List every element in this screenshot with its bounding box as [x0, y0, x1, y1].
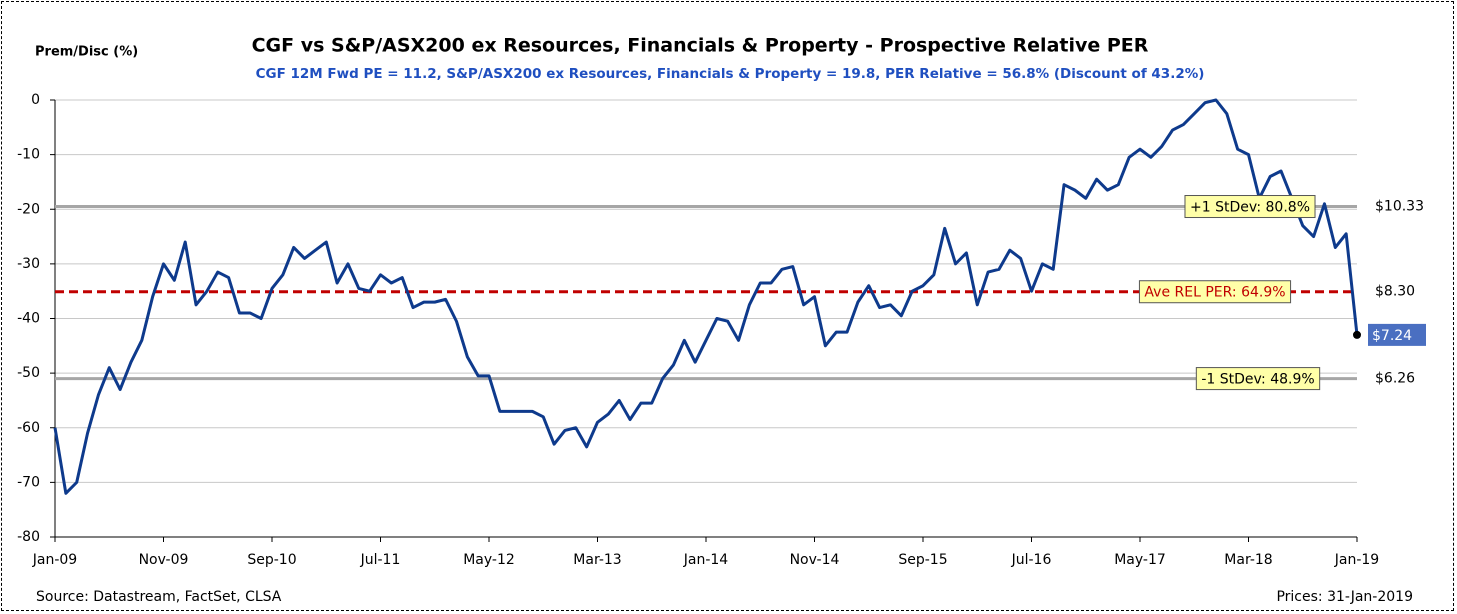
chart-title: CGF vs S&P/ASX200 ex Resources, Financia…	[252, 35, 1149, 57]
end-point	[1353, 330, 1361, 339]
end-label: $7.24	[1372, 328, 1412, 344]
y-axis-label: Prem/Disc (%)	[35, 45, 138, 60]
y-tick-label: -10	[17, 147, 40, 163]
y-tick-label: -60	[17, 420, 40, 436]
reference-label-box	[1138, 280, 1292, 304]
y-tick-label: -20	[17, 201, 40, 217]
x-tick-label: Jan-14	[683, 552, 729, 568]
x-tick-label: Jan-09	[32, 552, 77, 568]
source: Source: Datastream, FactSet, CLSA	[36, 589, 282, 605]
y-tick-label: -50	[17, 365, 40, 381]
y-tick-label: -70	[17, 474, 40, 490]
reference-label: -1 StDev: 48.9%	[1201, 372, 1314, 388]
y-tick-label: -30	[17, 256, 40, 272]
x-tick-label: Nov-14	[790, 552, 840, 568]
x-tick-label: May-17	[1114, 552, 1166, 568]
prices-note: Prices: 31-Jan-2019	[1276, 589, 1413, 605]
end-label-box	[1368, 323, 1426, 346]
x-tick-label: Jul-16	[1011, 552, 1052, 568]
x-tick-label: Jan-19	[1334, 552, 1379, 568]
x-tick-label: Mar-13	[573, 552, 621, 568]
reference-label: +1 StDev: 80.8%	[1190, 200, 1310, 216]
reference-price: $6.26	[1375, 371, 1415, 387]
reference-label: Ave REL PER: 64.9%	[1144, 285, 1285, 301]
x-tick-label: Mar-18	[1224, 552, 1272, 568]
y-tick-label: -40	[17, 311, 40, 327]
chart-subtitle: CGF 12M Fwd PE = 11.2, S&P/ASX200 ex Res…	[255, 66, 1205, 82]
reference-price: $8.30	[1375, 284, 1415, 300]
reference-label-box	[1184, 195, 1316, 219]
x-tick-label: May-12	[463, 552, 515, 568]
y-tick-label: -80	[17, 529, 40, 545]
series-line	[53, 98, 1359, 495]
x-tick-label: Sep-15	[898, 552, 947, 568]
reference-price: $10.33	[1375, 199, 1424, 215]
x-tick-label: Sep-10	[247, 552, 296, 568]
reference-label-box	[1195, 367, 1321, 391]
x-tick-label: Jul-11	[360, 552, 401, 568]
y-tick-label: 0	[31, 92, 40, 108]
x-tick-label: Nov-09	[139, 552, 189, 568]
